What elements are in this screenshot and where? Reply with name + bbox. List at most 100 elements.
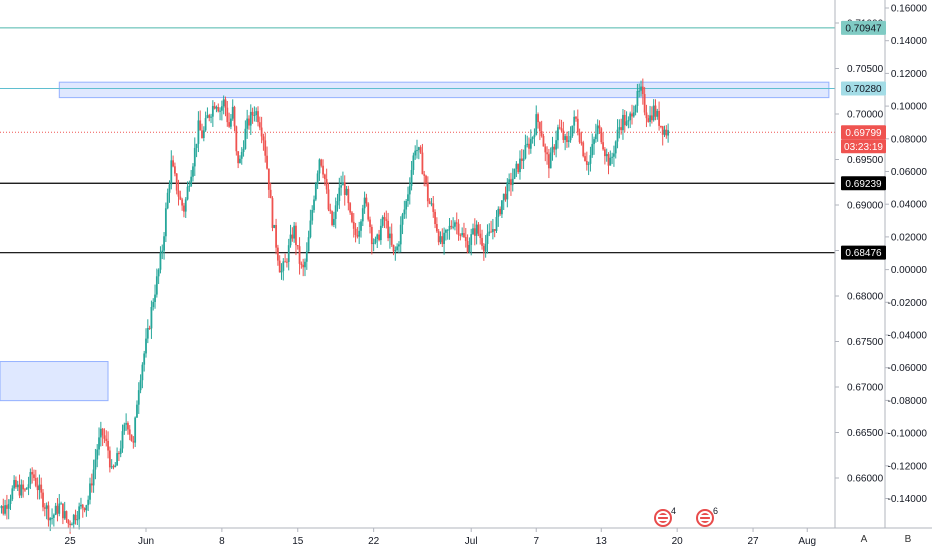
candle	[464, 227, 467, 248]
candle	[275, 218, 277, 255]
candle	[533, 128, 536, 147]
candle-body	[660, 125, 662, 127]
candle-body	[127, 423, 129, 430]
candle	[416, 139, 418, 159]
candle	[605, 148, 608, 162]
osc-tick-label: 0.06000	[891, 167, 928, 178]
candle-body	[347, 188, 350, 204]
candle-body	[332, 218, 335, 225]
candle-body	[602, 142, 604, 150]
candle-body	[248, 118, 250, 126]
candle-body	[538, 122, 541, 132]
candle-body	[201, 130, 203, 139]
auto-scale-button[interactable]: A	[860, 534, 868, 545]
candle-body	[430, 203, 433, 205]
osc-tick-label: -0.14000	[888, 494, 928, 505]
candle-body	[197, 120, 200, 144]
candle-body	[576, 118, 579, 133]
candle	[387, 212, 389, 242]
candle	[215, 105, 218, 113]
zones	[0, 81, 830, 402]
candle-body	[83, 508, 86, 511]
label-0-70947-bg	[841, 20, 886, 35]
candle-body	[352, 221, 355, 229]
candle-body	[524, 145, 527, 159]
candle	[307, 230, 310, 252]
candle-body	[36, 485, 39, 491]
candle	[558, 119, 561, 130]
candle	[383, 212, 386, 229]
candle-body	[54, 505, 57, 515]
candle-body	[356, 234, 359, 237]
candle-body	[271, 198, 274, 228]
candle	[43, 503, 46, 517]
candle-body	[42, 492, 44, 508]
candle-body	[20, 484, 23, 496]
candle-body	[598, 125, 601, 129]
candle-body	[654, 105, 657, 117]
candle-body	[329, 209, 332, 212]
candle	[226, 100, 229, 127]
candle-body	[150, 306, 153, 329]
candle	[600, 127, 603, 145]
candle-body	[210, 116, 212, 118]
economic-event-marker-1[interactable]: 4	[654, 506, 676, 527]
candle-body	[645, 112, 648, 119]
candle-body	[392, 244, 395, 252]
bars-scale-button[interactable]: B	[904, 534, 912, 545]
candle	[257, 106, 259, 127]
label-0-70280: 0.70280	[841, 81, 886, 96]
candle	[336, 193, 339, 212]
candle	[52, 513, 55, 527]
candle-body	[336, 201, 339, 206]
candle	[31, 467, 34, 484]
osc-tick-label: -0.12000	[888, 461, 928, 472]
candle-body	[320, 159, 323, 166]
candle-body	[16, 484, 19, 488]
candle	[585, 151, 588, 171]
candle	[323, 173, 326, 186]
candle	[647, 114, 650, 123]
candle	[267, 168, 270, 199]
candle-body	[146, 328, 149, 339]
candle	[38, 474, 41, 500]
candle-body	[116, 453, 118, 466]
candle-body	[334, 205, 337, 219]
candle	[576, 109, 579, 136]
candle-body	[358, 230, 361, 237]
candle	[108, 446, 111, 473]
candle	[401, 212, 404, 235]
candle	[641, 78, 644, 105]
candle	[184, 197, 187, 218]
candle	[596, 119, 599, 142]
candle-body	[584, 156, 586, 161]
candle	[466, 234, 469, 254]
candle	[159, 246, 162, 274]
candle	[228, 112, 231, 128]
candle-body	[529, 139, 532, 149]
candle	[193, 137, 196, 176]
candle	[54, 502, 57, 516]
candle	[529, 129, 532, 154]
candle	[379, 218, 382, 245]
candle	[155, 268, 158, 298]
economic-event-marker-2[interactable]: 6	[696, 506, 718, 527]
price-tick-label: 0.67500	[847, 337, 884, 348]
candle	[376, 233, 379, 249]
candle-body	[287, 245, 290, 262]
candle	[553, 144, 556, 156]
candle	[510, 172, 512, 196]
candle-body	[390, 233, 393, 245]
candle	[582, 140, 585, 158]
candle-body	[318, 159, 321, 174]
candle-body	[649, 115, 651, 122]
candle	[547, 148, 550, 179]
candle	[403, 200, 406, 219]
candle	[114, 462, 117, 468]
candle	[137, 382, 140, 414]
candle	[314, 181, 317, 202]
candle	[609, 150, 612, 166]
candle	[374, 236, 377, 245]
